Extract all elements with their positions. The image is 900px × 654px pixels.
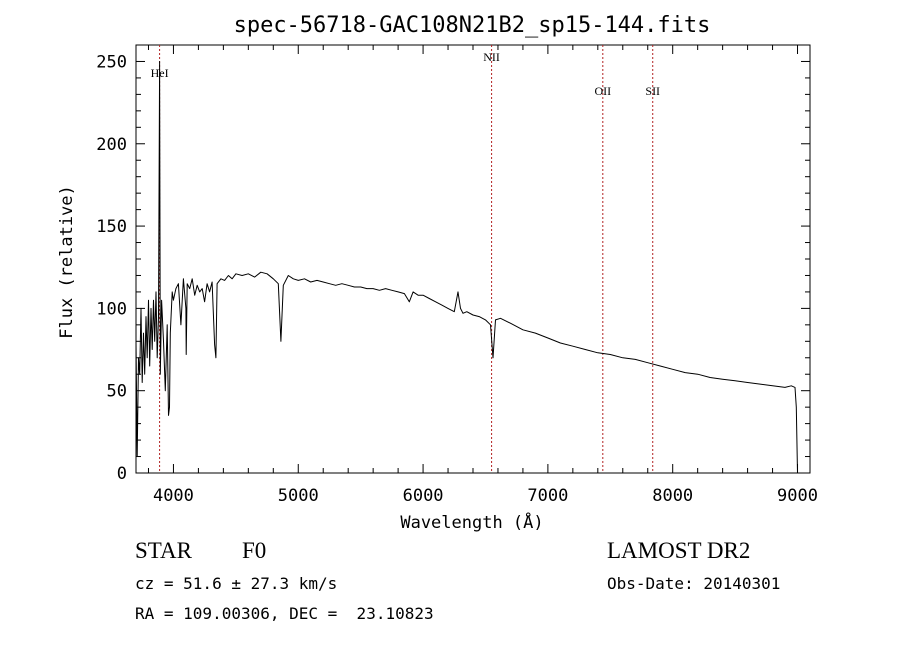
chart-title: spec-56718-GAC108N21B2_sp15-144.fits — [234, 13, 711, 38]
x-tick-label: 8000 — [652, 486, 693, 506]
spectrum-line-0 — [135, 61, 798, 474]
plot-frame — [135, 44, 811, 474]
y-tick-label: 250 — [96, 52, 127, 72]
y-tick-label: 200 — [96, 135, 127, 155]
y-axis-label: Flux (relative) — [57, 185, 77, 339]
object-subclass: F0 — [242, 538, 267, 563]
x-axis-label: Wavelength (Å) — [400, 511, 543, 533]
x-axis: 4000 5000 6000 7000 8000 9000 — [147, 45, 818, 506]
x-tick-label: 4000 — [153, 486, 194, 506]
coordinates-readout: RA = 109.00306, DEC = 23.10823 — [135, 604, 434, 623]
y-tick-label: 150 — [96, 217, 127, 237]
y-axis: 0 50 100 150 200 250 — [96, 52, 810, 484]
marker-label-nii: NII — [483, 50, 500, 64]
series-layer — [135, 61, 798, 474]
x-tick-label: 7000 — [527, 486, 568, 506]
y-tick-label: 0 — [117, 464, 127, 484]
y-tick-label: 50 — [107, 382, 127, 402]
x-tick-label: 9000 — [777, 486, 818, 506]
object-class: STAR — [135, 538, 192, 563]
survey-name: LAMOST DR2 — [607, 538, 751, 563]
observation-date: Obs-Date: 20140301 — [607, 574, 781, 593]
x-tick-label: 6000 — [403, 486, 444, 506]
marker-label-oii: OII — [594, 84, 611, 98]
x-tick-label: 5000 — [278, 486, 319, 506]
marker-label-sii: SII — [645, 84, 660, 98]
y-tick-label: 100 — [96, 299, 127, 319]
redshift-readout: cz = 51.6 ± 27.3 km/s — [135, 574, 338, 593]
